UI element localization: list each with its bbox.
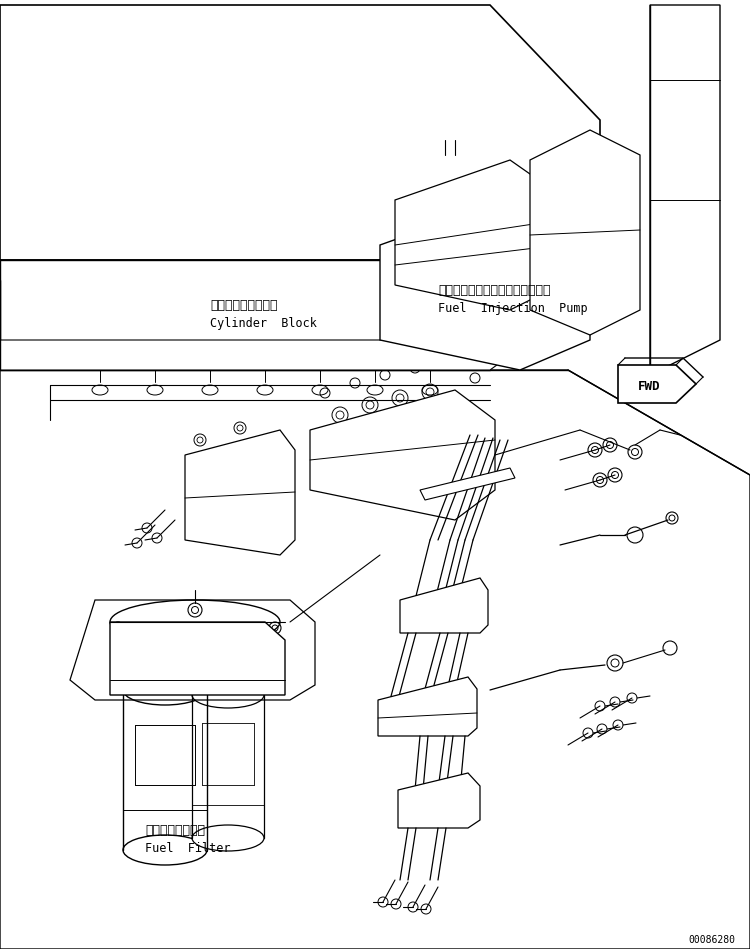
Polygon shape (420, 468, 515, 500)
Ellipse shape (123, 835, 207, 865)
Ellipse shape (246, 37, 354, 121)
Ellipse shape (134, 70, 242, 154)
Ellipse shape (358, 10, 458, 88)
Polygon shape (185, 430, 295, 555)
Polygon shape (378, 677, 477, 736)
Ellipse shape (192, 682, 264, 708)
Ellipse shape (23, 110, 127, 194)
Polygon shape (310, 390, 495, 520)
Text: フェエルインジェクションポンプ: フェエルインジェクションポンプ (438, 284, 550, 296)
Text: Fuel  Injection  Pump: Fuel Injection Pump (438, 302, 588, 314)
Text: シリンダブロック・: シリンダブロック・ (210, 299, 278, 311)
Text: 00086280: 00086280 (688, 935, 735, 945)
Polygon shape (618, 365, 696, 403)
Polygon shape (110, 622, 285, 695)
Ellipse shape (387, 216, 423, 244)
Text: フェエルフィルタ: フェエルフィルタ (145, 824, 205, 836)
Ellipse shape (36, 121, 114, 182)
Ellipse shape (123, 675, 207, 705)
Ellipse shape (370, 21, 446, 77)
Polygon shape (0, 185, 600, 290)
Polygon shape (398, 773, 480, 828)
Ellipse shape (148, 82, 229, 142)
Ellipse shape (110, 600, 280, 644)
Text: Fuel  Filter: Fuel Filter (145, 842, 230, 854)
Ellipse shape (192, 825, 264, 851)
Polygon shape (395, 160, 560, 310)
Polygon shape (400, 578, 488, 633)
Polygon shape (380, 195, 590, 370)
Polygon shape (0, 5, 600, 260)
Polygon shape (650, 5, 720, 375)
Ellipse shape (260, 48, 340, 109)
Polygon shape (530, 130, 640, 335)
Polygon shape (0, 260, 490, 370)
Polygon shape (0, 270, 600, 370)
Ellipse shape (377, 208, 433, 252)
Text: Cylinder  Block: Cylinder Block (210, 317, 316, 329)
Text: FWD: FWD (638, 380, 660, 393)
